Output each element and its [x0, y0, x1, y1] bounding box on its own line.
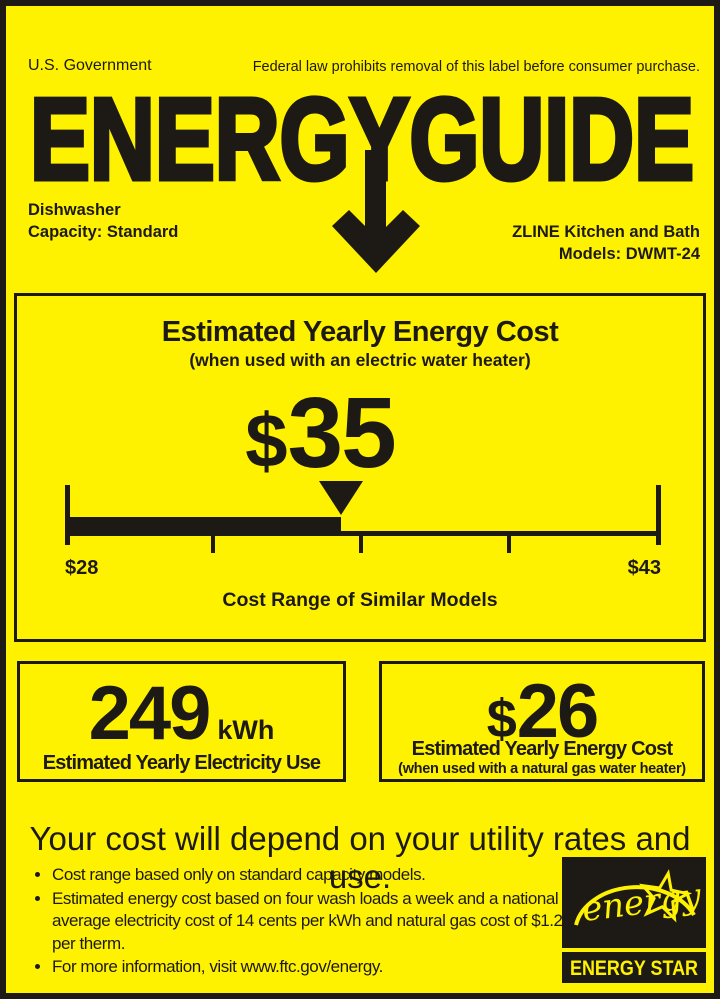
- energyguide-logo-text: ENERGYGUIDE: [30, 92, 694, 192]
- scale-qtick-2: [359, 531, 363, 553]
- brand-name: ZLINE Kitchen and Bath: [512, 223, 700, 241]
- cost-amount: 35: [287, 377, 397, 489]
- currency-symbol: $: [245, 399, 288, 484]
- yearly-energy-cost-box: Estimated Yearly Energy Cost (when used …: [14, 293, 706, 642]
- footnote-item: For more information, visit www.ftc.gov/…: [52, 956, 592, 979]
- product-info: Dishwasher Capacity: Standard: [28, 199, 178, 243]
- brand-info: ZLINE Kitchen and Bath Models: DWMT-24: [512, 221, 700, 265]
- product-capacity: Capacity: Standard: [28, 223, 179, 241]
- energyguide-logo: ENERGYGUIDE: [26, 72, 698, 207]
- model-number: Models: DWMT-24: [558, 245, 700, 263]
- logo-down-arrow-icon: [330, 206, 422, 281]
- cost-range-scale: [65, 481, 661, 560]
- gas-cost-box: $26 Estimated Yearly Energy Cost (when u…: [379, 661, 705, 782]
- estimated-cost-value: $35: [0, 376, 663, 491]
- product-type: Dishwasher: [28, 201, 121, 219]
- electricity-unit: kWh: [217, 715, 275, 745]
- scale-filled-bar: [65, 517, 341, 531]
- gas-cost-sublabel: (when used with a natural gas water heat…: [398, 761, 686, 777]
- us-government-text: U.S. Government: [28, 57, 152, 74]
- scale-qtick-1: [211, 531, 215, 553]
- electricity-use-box: 249 kWh Estimated Yearly Electricity Use: [17, 661, 346, 782]
- scale-qtick-3: [507, 531, 511, 553]
- scale-min-label: $28: [65, 557, 99, 579]
- gas-value-row: $26: [382, 664, 702, 750]
- energy-star-arc: [574, 885, 696, 926]
- electricity-value-row: 249 kWh: [20, 666, 343, 752]
- scale-left-endtick: [65, 485, 70, 545]
- energy-star-bar-text: ENERGY STAR: [570, 957, 698, 980]
- energy-star-bar: [562, 952, 706, 983]
- gas-cost-label: Estimated Yearly Energy Cost: [411, 738, 673, 760]
- cost-box-subtitle: (when used with an electric water heater…: [189, 350, 531, 370]
- utility-rates-note: Your cost will depend on your utility ra…: [29, 820, 691, 895]
- footnote-item: Cost range based only on standard capaci…: [52, 864, 592, 887]
- gas-currency-symbol: $: [486, 689, 517, 749]
- scale-labels: $28 $43: [65, 557, 661, 580]
- scale-marker-icon: [319, 481, 363, 515]
- scale-caption: Cost Range of Similar Models: [222, 589, 498, 611]
- gas-cost-value: 26: [516, 669, 600, 754]
- footnotes: Cost range based only on standard capaci…: [34, 864, 592, 980]
- footnote-item: Estimated energy cost based on four wash…: [52, 888, 592, 956]
- electricity-label: Estimated Yearly Electricity Use: [42, 752, 321, 774]
- scale-right-endtick: [656, 485, 661, 545]
- energy-star-logo: energy ENERGY STAR: [562, 857, 706, 988]
- electricity-value: 249: [88, 671, 212, 756]
- energy-star-star-icon: [638, 869, 693, 923]
- logo-down-arrow-stem: [365, 150, 386, 242]
- federal-notice-text: Federal law prohibits removal of this la…: [252, 59, 700, 75]
- scale-max-label: $43: [627, 557, 661, 579]
- cost-box-title: Estimated Yearly Energy Cost: [161, 316, 559, 348]
